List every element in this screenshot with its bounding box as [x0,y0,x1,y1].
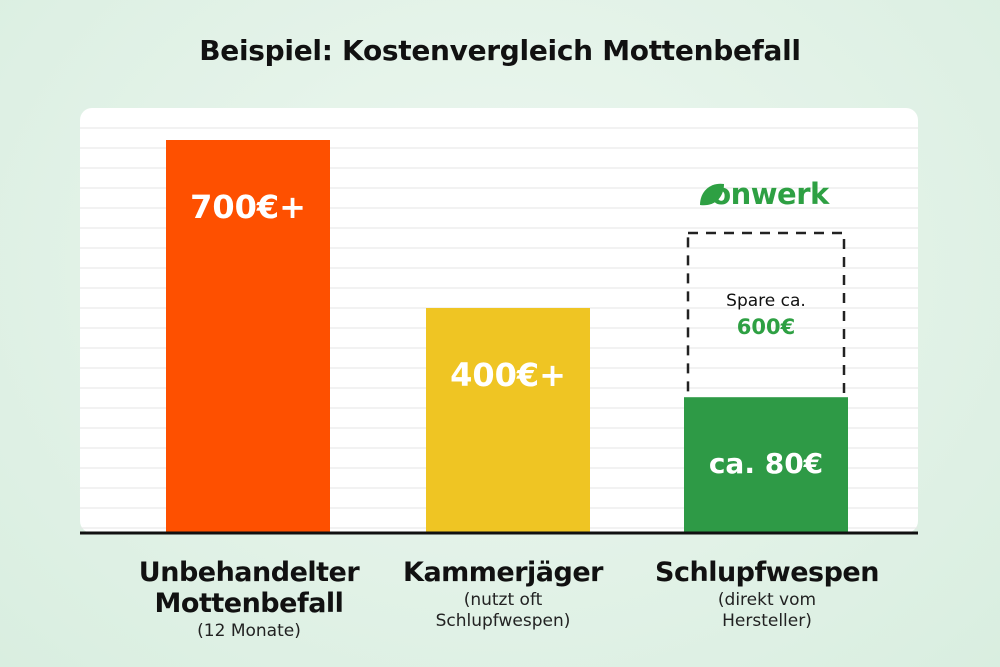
category-sublabel: (12 Monate) [197,621,301,641]
logo-text: onwerk [711,177,829,211]
value-label: 700€+ [190,188,306,226]
category-label-wasps: Schlupfwespen (direkt vom Hersteller) [642,557,892,632]
leaf-icon [700,183,724,206]
category-sublabel: (nutzt oft Schlupfwespen) [435,590,571,631]
category-sublabel: (direkt vom Hersteller) [717,590,817,631]
bar-wasps [684,397,848,532]
savings-value: 600€ [737,315,795,339]
category-name: Kammerjäger [403,557,603,588]
category-label-exterminator: Kammerjäger (nutzt oft Schlupfwespen) [378,557,628,632]
bar-exterminator [426,308,590,532]
category-label-untreated: Unbehandelter Mottenbefall (12 Monate) [124,557,374,642]
leaf-shape [700,183,724,206]
bar-untreated [166,140,330,532]
value-label: 400€+ [450,356,566,394]
value-label: ca. 80€ [709,447,823,480]
category-name: Schlupfwespen [655,557,879,588]
onwerk-logo: onwerk [690,176,850,212]
category-name: Unbehandelter Mottenbefall [138,557,360,619]
chart-title: Beispiel: Kostenvergleich Mottenbefall [199,34,801,67]
savings-label: Spare ca. [726,291,806,311]
